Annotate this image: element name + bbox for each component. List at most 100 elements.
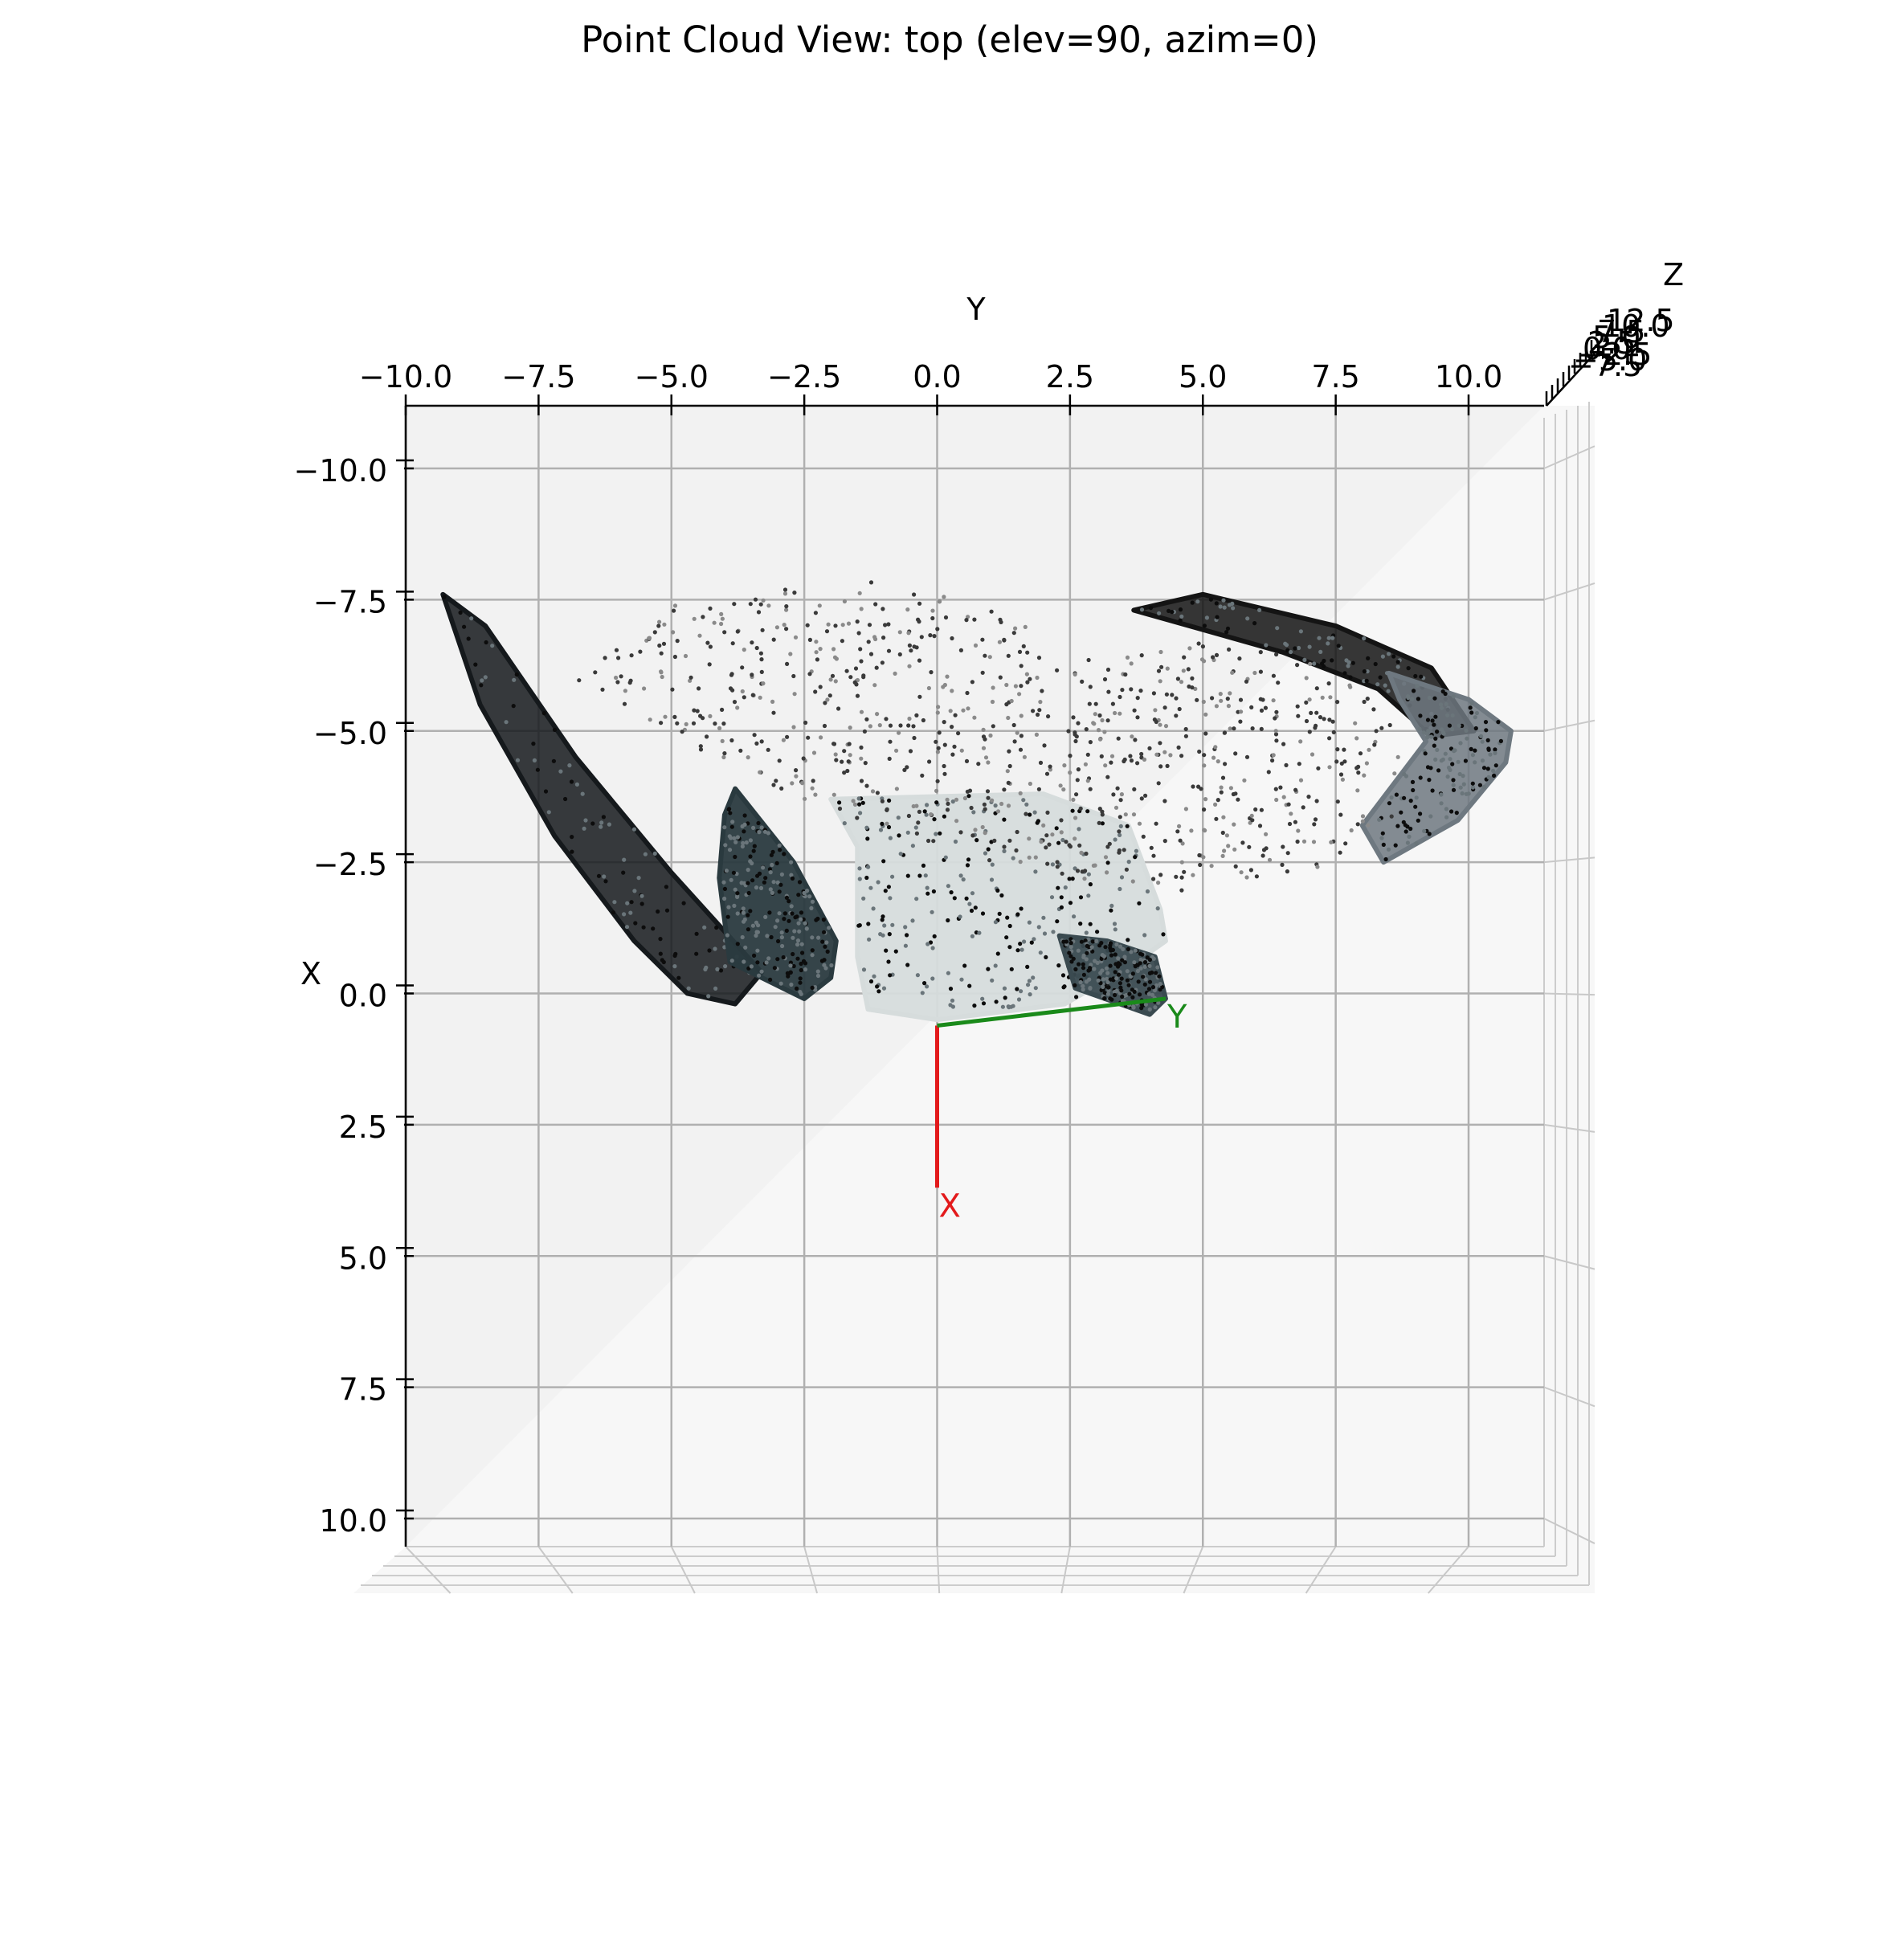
cloud-point (1364, 761, 1369, 766)
cloud-point (639, 893, 644, 898)
cloud-point (742, 813, 747, 818)
cloud-point (982, 802, 987, 807)
cloud-point (1373, 661, 1378, 667)
cloud-point (728, 811, 733, 815)
cloud-point (1068, 954, 1073, 959)
cloud-point (514, 672, 519, 677)
cloud-point (713, 721, 717, 726)
cloud-point (942, 814, 946, 819)
cloud-point (1293, 820, 1297, 824)
cloud-point (930, 976, 935, 981)
cloud-point (1135, 968, 1140, 974)
cloud-point (1244, 679, 1249, 684)
cloud-point (761, 681, 766, 686)
cloud-point (922, 809, 927, 814)
cloud-point (1072, 914, 1077, 919)
cloud-point (1007, 923, 1012, 929)
cloud-point (651, 926, 656, 931)
cloud-point (1126, 983, 1131, 987)
cloud-point (1113, 927, 1117, 932)
cloud-point (746, 890, 751, 896)
cloud-point (1314, 710, 1319, 715)
cloud-point (1320, 695, 1325, 700)
cloud-point (531, 742, 536, 746)
cloud-point (1162, 839, 1167, 844)
cloud-point (1356, 771, 1361, 775)
cloud-point (1450, 762, 1455, 766)
cloud-point (763, 876, 768, 881)
cloud-point (1050, 862, 1055, 867)
cloud-point (1289, 649, 1293, 655)
cloud-point (742, 829, 746, 834)
cloud-point (789, 982, 794, 987)
cloud-point (1228, 786, 1233, 791)
cloud-point (1105, 991, 1110, 996)
cloud-point (730, 688, 735, 693)
cloud-point (1017, 692, 1022, 697)
cloud-point (1484, 728, 1489, 733)
cloud-point (1224, 630, 1229, 635)
cloud-point (1160, 984, 1165, 990)
cloud-point (832, 655, 838, 660)
cloud-point (1313, 817, 1318, 822)
cloud-point (1353, 721, 1358, 726)
cloud-point (1146, 987, 1152, 991)
cloud-point (759, 969, 764, 974)
cloud-point (1047, 842, 1052, 847)
cloud-point (1158, 679, 1162, 684)
cloud-point (1366, 823, 1371, 828)
cloud-point (788, 652, 793, 656)
cloud-point (1015, 829, 1019, 835)
cloud-point (1470, 781, 1475, 786)
cloud-point (872, 683, 877, 688)
cloud-point (794, 768, 799, 773)
cloud-point (1473, 715, 1477, 720)
cloud-point (819, 959, 824, 963)
cloud-point (1170, 610, 1175, 615)
cloud-point (1103, 945, 1108, 950)
cloud-point (1183, 726, 1188, 732)
cloud-point (1156, 881, 1161, 885)
cloud-point (1233, 864, 1238, 869)
cloud-point (1231, 606, 1236, 611)
cloud-point (599, 820, 604, 825)
cloud-point (1041, 915, 1046, 920)
cloud-point (1076, 767, 1081, 772)
cloud-point (1154, 971, 1158, 975)
cloud-point (1427, 695, 1432, 701)
cloud-point (1264, 832, 1269, 836)
cloud-point (1132, 708, 1137, 713)
cloud-point (1059, 905, 1064, 910)
cloud-point (784, 604, 789, 609)
cloud-point (1296, 828, 1301, 833)
cloud-point (1153, 1005, 1158, 1010)
cloud-point (1135, 696, 1140, 701)
side-grid-line (1543, 582, 1596, 601)
cloud-point (801, 756, 806, 761)
cloud-point (1280, 862, 1285, 867)
cloud-point (683, 653, 688, 659)
cloud-point (925, 942, 930, 946)
cloud-point (1444, 807, 1448, 811)
cloud-point (905, 873, 910, 878)
cloud-point (1105, 718, 1110, 723)
cloud-point (798, 976, 803, 981)
cloud-point (1129, 758, 1134, 763)
cloud-point (725, 914, 730, 919)
cloud-point (1273, 732, 1279, 737)
cloud-point (1191, 784, 1195, 789)
cloud-point (1100, 821, 1105, 826)
cloud-point (722, 825, 727, 830)
cloud-point (966, 706, 970, 711)
cloud-point (848, 753, 852, 758)
cloud-point (766, 747, 770, 752)
cloud-point (730, 641, 735, 646)
cloud-point (836, 706, 841, 711)
cloud-point (1143, 1002, 1148, 1007)
cloud-point (1048, 764, 1052, 769)
cloud-region-left-wall-band (440, 591, 765, 1007)
cloud-point (885, 807, 889, 812)
cloud-point (943, 615, 949, 620)
cloud-point (1327, 717, 1332, 722)
cloud-point (1308, 661, 1313, 667)
